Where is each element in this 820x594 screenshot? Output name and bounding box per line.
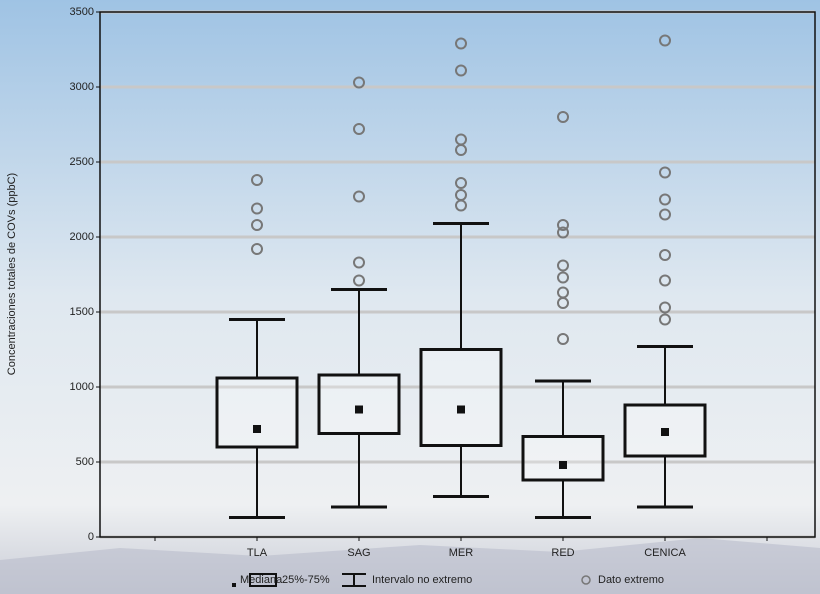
y-tick-label: 2500 bbox=[70, 156, 94, 168]
y-axis-label: Concentraciones totales de COVs (ppbC) bbox=[6, 173, 18, 375]
y-tick-label: 500 bbox=[76, 456, 94, 468]
box bbox=[421, 350, 501, 446]
legend: Mediana 25%-75% Intervalo no extremo Dat… bbox=[232, 574, 664, 587]
y-tick-label: 3000 bbox=[70, 81, 94, 93]
x-tick-label: SAG bbox=[347, 547, 370, 559]
y-tick-label: 3500 bbox=[70, 6, 94, 18]
background bbox=[0, 0, 820, 594]
y-tick-label: 1500 bbox=[70, 306, 94, 318]
x-tick-label: MER bbox=[449, 547, 474, 559]
legend-label: 25%-75% bbox=[282, 574, 330, 586]
box bbox=[523, 437, 603, 481]
legend-icon bbox=[232, 583, 236, 587]
x-tick-label: CENICA bbox=[644, 547, 686, 559]
x-tick-label: TLA bbox=[247, 547, 268, 559]
box bbox=[217, 378, 297, 447]
legend-label: Intervalo no extremo bbox=[372, 574, 472, 586]
median bbox=[253, 425, 261, 433]
box bbox=[319, 375, 399, 434]
median bbox=[457, 406, 465, 414]
x-tick-label: RED bbox=[551, 547, 574, 559]
y-tick-label: 2000 bbox=[70, 231, 94, 243]
y-tick-label: 0 bbox=[88, 531, 94, 543]
median bbox=[355, 406, 363, 414]
legend-label: Dato extremo bbox=[598, 574, 664, 586]
median bbox=[661, 428, 669, 436]
chart: 0 500 1000 1500 2000 2500 3000 3500 TLA SAG MER RED… bbox=[0, 0, 820, 594]
y-tick-label: 1000 bbox=[70, 381, 94, 393]
median bbox=[559, 461, 567, 469]
